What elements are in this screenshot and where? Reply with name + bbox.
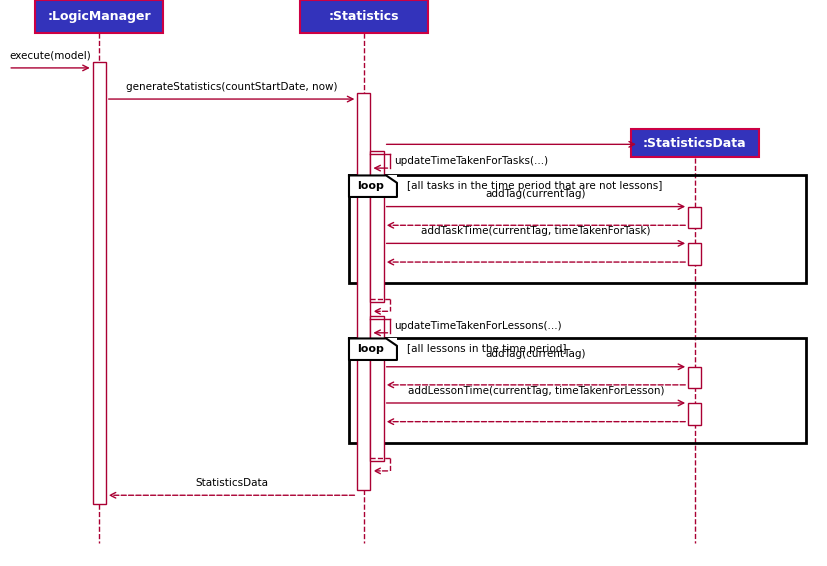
Text: addLessonTime(currentTag, timeTakenForLesson): addLessonTime(currentTag, timeTakenForLe… — [408, 385, 664, 396]
Text: addTag(currentTag): addTag(currentTag) — [485, 189, 586, 199]
Text: loop: loop — [357, 181, 384, 191]
Text: addTag(currentTag): addTag(currentTag) — [485, 349, 586, 359]
Text: :Statistics: :Statistics — [328, 10, 399, 23]
Text: updateTimeTakenForTasks(...): updateTimeTakenForTasks(...) — [394, 156, 548, 166]
Bar — [349, 338, 397, 360]
Text: [all lessons in the time period]: [all lessons in the time period] — [407, 344, 566, 354]
Bar — [688, 367, 701, 388]
Text: generateStatistics(countStartDate, now): generateStatistics(countStartDate, now) — [126, 82, 337, 92]
Bar — [349, 338, 806, 443]
Bar — [349, 175, 806, 283]
Text: addTaskTime(currentTag, timeTakenForTask): addTaskTime(currentTag, timeTakenForTask… — [421, 226, 651, 236]
Bar — [35, 0, 164, 33]
Bar — [349, 175, 397, 197]
Text: :LogicManager: :LogicManager — [47, 10, 151, 23]
Bar — [370, 316, 384, 461]
Text: loop: loop — [357, 344, 384, 354]
Text: :StatisticsData: :StatisticsData — [643, 137, 747, 149]
Bar — [93, 62, 106, 504]
Bar — [299, 0, 428, 33]
Text: StatisticsData: StatisticsData — [195, 478, 268, 488]
Bar — [688, 403, 701, 424]
Bar — [370, 151, 384, 302]
Text: [all tasks in the time period that are not lessons]: [all tasks in the time period that are n… — [407, 181, 662, 191]
Bar — [357, 93, 370, 490]
Text: execute(model): execute(model) — [10, 50, 91, 61]
Bar — [630, 129, 759, 157]
Bar — [688, 243, 701, 265]
Bar — [688, 207, 701, 228]
Text: updateTimeTakenForLessons(...): updateTimeTakenForLessons(...) — [394, 321, 562, 331]
